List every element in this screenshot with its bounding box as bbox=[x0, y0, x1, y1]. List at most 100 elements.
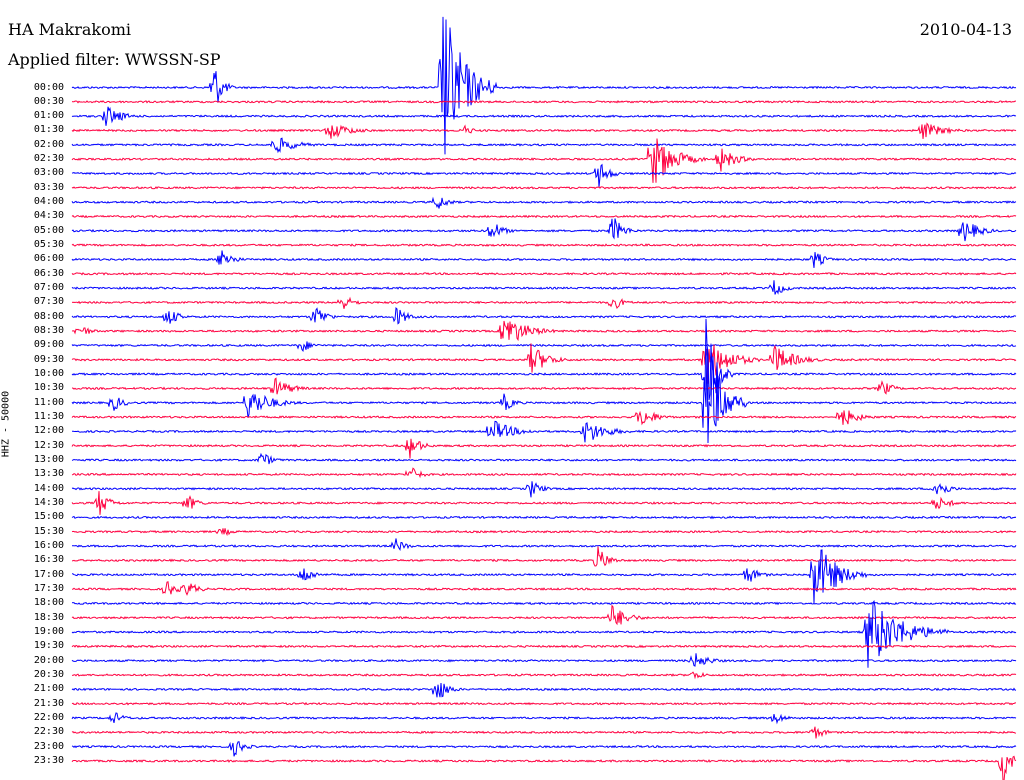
trace-row bbox=[71, 528, 1017, 537]
trace-row bbox=[71, 122, 1017, 139]
trace-row bbox=[71, 600, 1017, 668]
trace-row bbox=[71, 671, 1017, 680]
trace-row bbox=[71, 99, 1016, 104]
trace-row bbox=[71, 741, 1017, 757]
time-tick-label: 08:00 bbox=[33, 310, 64, 322]
time-tick-label: 01:00 bbox=[33, 110, 64, 122]
trace-row bbox=[71, 344, 1017, 444]
time-tick-label: 12:30 bbox=[33, 439, 64, 451]
time-tick-label: 08:30 bbox=[33, 325, 64, 337]
time-tick-label: 10:00 bbox=[33, 368, 64, 380]
time-tick-label: 03:00 bbox=[33, 167, 64, 179]
trace-row bbox=[71, 452, 1017, 465]
time-tick-label: 04:00 bbox=[33, 196, 64, 208]
time-tick-label: 11:00 bbox=[33, 396, 64, 408]
time-tick-label: 23:30 bbox=[33, 755, 64, 766]
time-tick-label: 06:30 bbox=[33, 267, 64, 279]
time-tick-label: 07:00 bbox=[33, 282, 64, 294]
trace-row bbox=[71, 272, 1017, 276]
trace-row bbox=[71, 250, 1017, 268]
time-tick-label: 03:30 bbox=[33, 181, 64, 193]
time-tick-label: 23:00 bbox=[33, 740, 64, 752]
trace-row bbox=[71, 410, 1017, 426]
time-tick-label: 13:30 bbox=[33, 468, 64, 480]
trace-row bbox=[71, 243, 1017, 247]
trace-row bbox=[71, 343, 1017, 384]
time-tick-label: 05:00 bbox=[33, 224, 64, 236]
time-tick-label: 16:00 bbox=[33, 540, 64, 552]
trace-row bbox=[71, 214, 1017, 219]
trace-row bbox=[71, 491, 1017, 515]
time-tick-label: 18:00 bbox=[33, 597, 64, 609]
time-tick-label: 04:30 bbox=[33, 210, 64, 222]
trace-row bbox=[71, 106, 1017, 126]
trace-row bbox=[71, 218, 1017, 242]
trace-row bbox=[71, 318, 1017, 401]
trace-row bbox=[71, 653, 1017, 667]
time-tick-label: 15:30 bbox=[33, 525, 64, 537]
time-tick-label: 09:30 bbox=[33, 353, 64, 365]
trace-row bbox=[71, 644, 1017, 649]
time-tick-label: 22:30 bbox=[33, 726, 64, 738]
trace-row bbox=[71, 549, 1017, 604]
trace-row bbox=[71, 16, 1017, 155]
time-tick-label: 02:30 bbox=[33, 153, 64, 165]
trace-row bbox=[71, 712, 1017, 725]
time-tick-label: 11:30 bbox=[33, 411, 64, 423]
trace-row bbox=[71, 515, 1017, 520]
time-tick-label: 21:30 bbox=[33, 697, 64, 709]
time-tick-label: 00:30 bbox=[33, 95, 64, 107]
trace-row bbox=[71, 546, 1017, 567]
trace-row bbox=[71, 467, 1017, 479]
time-tick-label: 13:00 bbox=[33, 454, 64, 466]
trace-row bbox=[71, 296, 1017, 309]
trace-row bbox=[71, 138, 1017, 183]
trace-row bbox=[71, 581, 1017, 596]
trace-row bbox=[71, 438, 1017, 459]
trace-row bbox=[71, 196, 1017, 209]
time-tick-label: 20:00 bbox=[33, 654, 64, 666]
time-tick-label: 07:30 bbox=[33, 296, 64, 308]
trace-row bbox=[71, 682, 1017, 698]
time-tick-label: 05:30 bbox=[33, 239, 64, 251]
trace-row bbox=[71, 185, 1017, 190]
trace-row bbox=[72, 420, 1017, 443]
station-name: HA Makrakomi bbox=[8, 20, 132, 39]
time-tick-label: 09:00 bbox=[33, 339, 64, 351]
time-tick-label: 12:00 bbox=[33, 425, 64, 437]
time-tick-label: 17:00 bbox=[33, 568, 64, 580]
trace-row bbox=[71, 726, 1017, 739]
time-tick-label: 19:00 bbox=[33, 626, 64, 638]
trace-row bbox=[71, 601, 1017, 606]
trace-row bbox=[71, 163, 1017, 188]
trace-row bbox=[72, 538, 1017, 551]
time-tick-label: 00:00 bbox=[33, 81, 64, 93]
time-tick-label: 16:30 bbox=[33, 554, 64, 566]
time-tick-label: 20:30 bbox=[33, 669, 64, 681]
trace-row bbox=[71, 137, 1017, 154]
time-tick-label: 06:00 bbox=[33, 253, 64, 265]
trace-row bbox=[71, 307, 1017, 325]
time-tick-label: 15:00 bbox=[33, 511, 64, 523]
time-tick-label: 18:30 bbox=[33, 611, 64, 623]
trace-row bbox=[71, 341, 1017, 352]
time-tick-label: 14:00 bbox=[33, 482, 64, 494]
time-tick-label: 21:00 bbox=[33, 683, 64, 695]
trace-row bbox=[71, 280, 1017, 295]
trace-row bbox=[71, 701, 1016, 706]
trace-row bbox=[71, 604, 1017, 626]
time-tick-label: 02:00 bbox=[33, 138, 64, 150]
time-tick-label: 10:30 bbox=[33, 382, 64, 394]
time-tick-label: 19:30 bbox=[33, 640, 64, 652]
trace-row bbox=[71, 377, 1017, 395]
trace-row bbox=[71, 481, 1017, 498]
time-tick-label: 14:30 bbox=[33, 497, 64, 509]
trace-row bbox=[71, 755, 1017, 780]
time-tick-label: 01:30 bbox=[33, 124, 64, 136]
time-tick-label: 22:00 bbox=[33, 712, 64, 724]
record-date: 2010-04-13 bbox=[919, 20, 1012, 39]
filter-label: Applied filter: WWSSN-SP bbox=[8, 50, 221, 69]
trace-row bbox=[71, 320, 1017, 342]
time-tick-label: 17:30 bbox=[33, 583, 64, 595]
